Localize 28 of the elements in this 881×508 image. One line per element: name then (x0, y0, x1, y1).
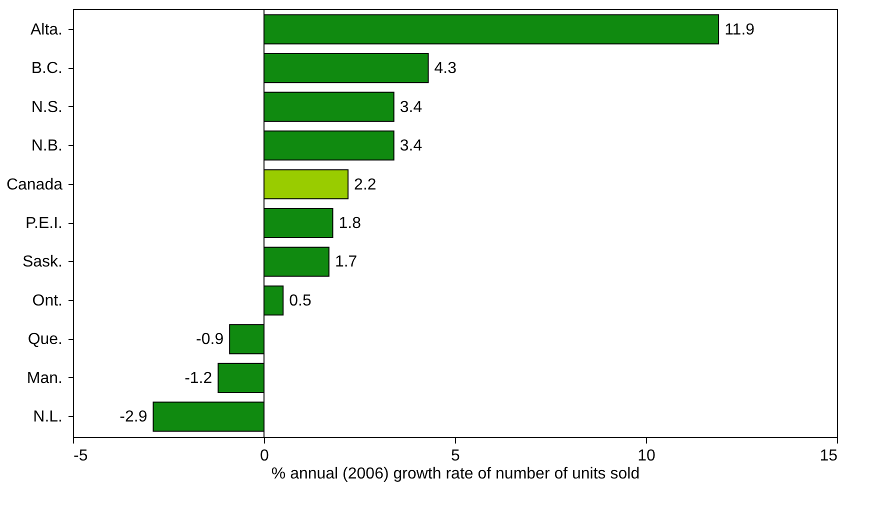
y-tick-label: Man. (26, 370, 62, 387)
y-tick-label: Alta. (30, 21, 62, 38)
y-tick-label: N.B. (31, 138, 62, 155)
data-label: -2.9 (120, 408, 148, 426)
data-label: 3.4 (400, 138, 422, 155)
x-tick-label: 10 (638, 448, 656, 464)
y-tick-label: Ont. (32, 292, 62, 310)
data-label: 3.4 (400, 98, 422, 116)
y-tick-label: P.E.I. (25, 215, 62, 232)
data-label: 1.7 (334, 254, 358, 271)
data-label: 1.8 (338, 215, 362, 232)
y-tick-label: N.S. (31, 98, 62, 116)
data-label: 11.9 (724, 21, 755, 38)
x-tick-label: 0 (260, 448, 270, 464)
data-label: 0.5 (289, 292, 312, 310)
data-label: -0.9 (196, 331, 224, 348)
y-tick-label: B.C. (31, 60, 62, 78)
x-tick-label: -5 (74, 448, 88, 464)
x-axis-title: % annual (2006) growth rate of number of units sold (271, 466, 640, 482)
y-tick-label: N.L. (33, 408, 62, 426)
y-tick-label: Que. (28, 331, 62, 348)
x-tick-label: 15 (820, 448, 838, 464)
data-label: -1.2 (184, 370, 212, 387)
data-label: 4.3 (434, 60, 457, 78)
y-tick-label: Sask. (22, 254, 62, 271)
x-tick-label: 5 (451, 448, 460, 464)
data-label: 2.2 (354, 176, 376, 194)
y-tick-label: Canada (6, 176, 63, 194)
